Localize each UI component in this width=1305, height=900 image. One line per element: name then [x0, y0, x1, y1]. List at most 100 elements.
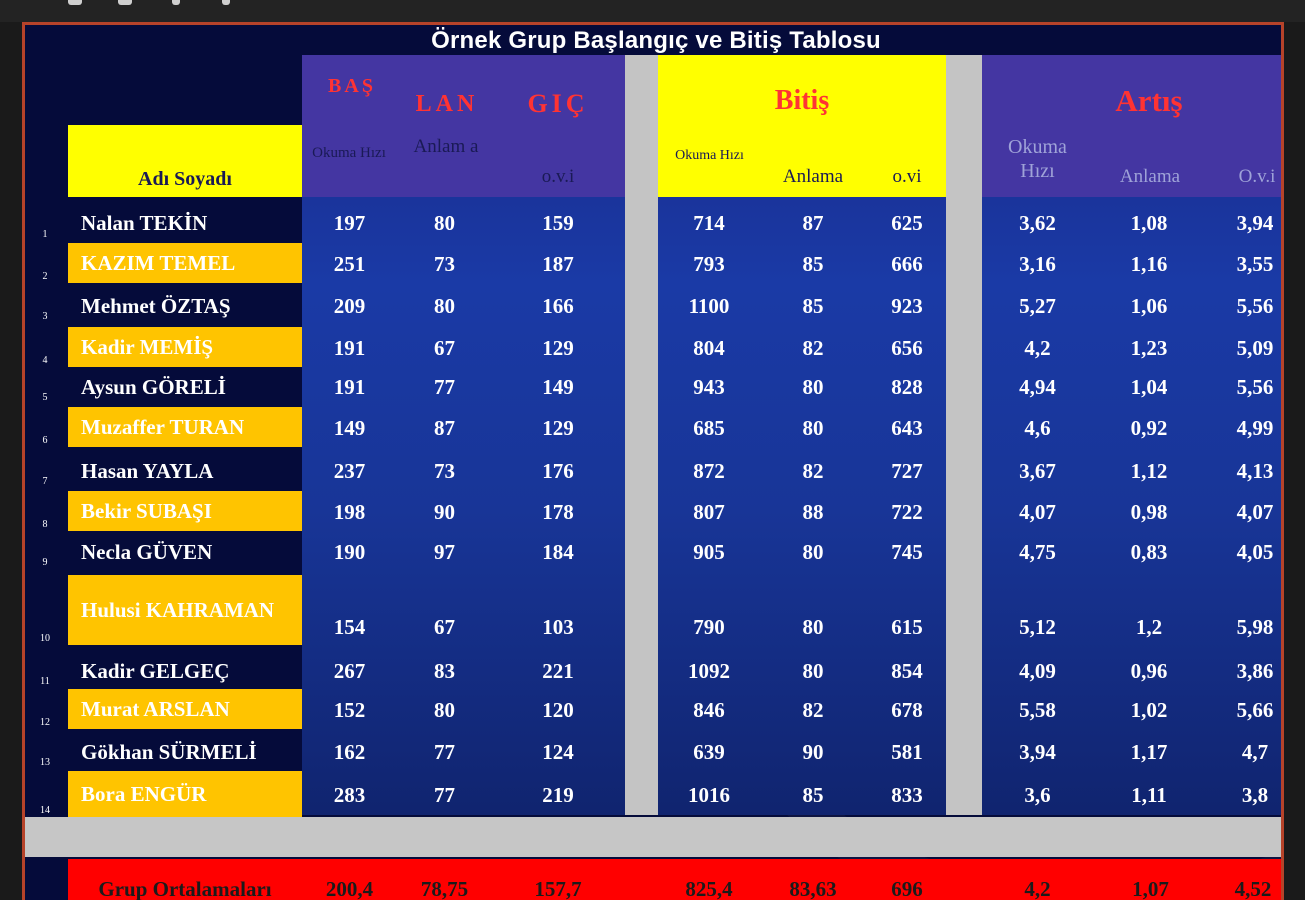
row-value-b1: 198: [333, 499, 366, 524]
increase-col-comprehension: Anlama: [1119, 166, 1181, 187]
row-value-a3: 5,09: [1236, 335, 1274, 360]
row-value-b2: 87: [434, 415, 455, 440]
column-separator: [625, 55, 658, 815]
averages-label: Grup Ortalamaları: [98, 877, 272, 900]
row-value-e2: 87: [802, 210, 824, 235]
row-name: Bora ENGÜR: [68, 771, 302, 817]
row-value-e3: 643: [891, 415, 923, 440]
row-name: Hasan YAYLA: [81, 459, 214, 483]
start-col-comprehension: Anlam a: [413, 136, 479, 157]
row-value-b1: 191: [333, 335, 366, 360]
toolbar-icon[interactable]: [118, 0, 132, 5]
row-value-e2: 82: [802, 697, 824, 722]
row-value-e2: 85: [802, 251, 824, 276]
avg-increase-speed: 4,2: [1024, 877, 1051, 900]
row-number: 2: [42, 271, 48, 282]
name-column-header: Adı Soyadı: [68, 125, 302, 197]
end-header-title: Bitiş: [774, 85, 830, 116]
row-value-a2: 0,96: [1130, 658, 1168, 683]
row-value-e1: 1100: [688, 293, 730, 318]
avg-increase-comprehension: 1,07: [1132, 877, 1169, 900]
row-value-b3: 129: [542, 415, 574, 440]
toolbar-icon[interactable]: [68, 0, 82, 5]
row-value-a3: 3,86: [1236, 658, 1274, 683]
row-value-a2: 0,98: [1130, 499, 1168, 524]
start-header-part: GIÇ: [527, 89, 589, 118]
row-value-a3: 5,98: [1236, 614, 1274, 639]
row-value-e2: 80: [802, 539, 824, 564]
row-value-b1: 162: [333, 739, 366, 764]
row-value-a3: 3,8: [1241, 782, 1269, 807]
row-value-e2: 80: [802, 614, 824, 639]
averages-row: [68, 859, 1281, 900]
row-name: Murat ARSLAN: [68, 689, 302, 729]
toolbar-icon[interactable]: [172, 0, 180, 5]
row-value-a3: 4,13: [1236, 458, 1274, 483]
row-value-b2: 77: [434, 739, 455, 764]
row-value-e3: 828: [891, 374, 923, 399]
row-value-e1: 1092: [688, 658, 730, 683]
row-value-b2: 80: [434, 697, 455, 722]
row-value-a3: 3,55: [1236, 251, 1274, 276]
row-value-b3: 129: [542, 335, 574, 360]
row-value-a2: 1,08: [1130, 210, 1168, 235]
row-value-e1: 639: [693, 739, 725, 764]
row-number: 7: [42, 476, 48, 487]
end-col-ovi: o.vi: [892, 166, 922, 187]
row-value-a3: 4,99: [1236, 415, 1274, 440]
row-value-b3: 103: [542, 614, 574, 639]
avg-start-comprehension: 78,75: [420, 877, 469, 900]
row-value-a3: 5,66: [1236, 697, 1274, 722]
row-value-b1: 190: [333, 539, 366, 564]
row-value-e3: 615: [891, 614, 923, 639]
row-value-b1: 191: [333, 374, 366, 399]
row-value-a3: 5,56: [1236, 293, 1274, 318]
viewer-toolbar: [0, 0, 1305, 22]
row-value-b2: 80: [434, 293, 455, 318]
column-separator: [946, 55, 982, 815]
row-value-e3: 727: [891, 458, 923, 483]
avg-end-speed: 825,4: [685, 877, 733, 900]
row-value-b1: 251: [333, 251, 366, 276]
increase-col-reading-speed: Okuma Hızı: [1008, 136, 1067, 182]
row-value-e1: 1016: [688, 782, 730, 807]
start-header-part: LAN: [415, 91, 479, 117]
row-value-b3: 176: [542, 458, 574, 483]
row-number: 8: [42, 519, 48, 530]
row-value-b3: 221: [542, 658, 574, 683]
row-number: 4: [42, 355, 48, 366]
toolbar-icon[interactable]: [222, 0, 230, 5]
row-value-e2: 88: [802, 499, 824, 524]
row-value-b3: 149: [542, 374, 574, 399]
start-block: [302, 55, 625, 815]
row-value-b2: 77: [434, 782, 455, 807]
row-value-e3: 722: [891, 499, 923, 524]
row-value-e3: 923: [891, 293, 923, 318]
row-value-e1: 943: [693, 374, 725, 399]
row-value-a1: 4,07: [1019, 499, 1056, 524]
row-value-b1: 154: [333, 614, 366, 639]
avg-end-comprehension: 83,63: [789, 877, 837, 900]
row-value-e3: 854: [891, 658, 923, 683]
end-col-reading-speed: Okuma Hızı: [675, 148, 744, 163]
row-value-b1: 197: [333, 210, 366, 235]
row-name: Nalan TEKİN: [81, 211, 208, 235]
row-value-e2: 82: [802, 335, 824, 360]
row-value-b3: 219: [542, 782, 574, 807]
row-value-b2: 77: [434, 374, 455, 399]
row-value-a2: 1,16: [1130, 251, 1168, 276]
row-name: Aysun GÖRELİ: [81, 375, 226, 399]
row-value-e1: 846: [693, 697, 725, 722]
row-value-a1: 4,09: [1019, 658, 1056, 683]
row-value-a1: 3,67: [1019, 458, 1056, 483]
row-value-a2: 1,2: [1135, 614, 1163, 639]
start-col-reading-speed: Okuma Hızı: [312, 145, 386, 161]
row-value-b2: 73: [434, 458, 455, 483]
row-value-b3: 120: [542, 697, 574, 722]
row-value-a2: 0,83: [1130, 539, 1168, 564]
row-number: 11: [40, 676, 50, 687]
row-value-e3: 656: [891, 335, 923, 360]
row-number: 12: [40, 717, 50, 728]
row-value-e3: 678: [891, 697, 923, 722]
increase-block: [982, 55, 1281, 815]
